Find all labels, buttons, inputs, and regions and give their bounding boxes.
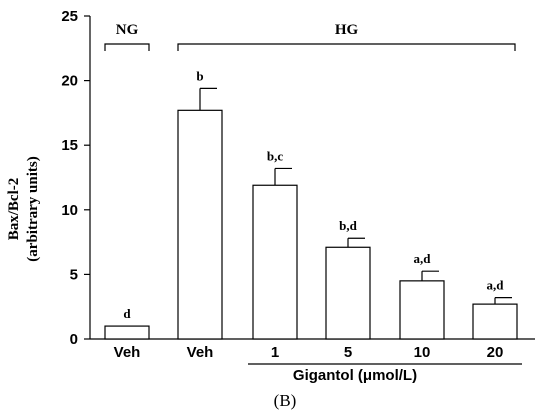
bar-annotation: b,d — [339, 218, 357, 233]
bar-annotation: a,d — [414, 251, 432, 266]
x-tick-label: Veh — [187, 344, 214, 361]
bar — [472, 303, 518, 340]
x-tick-label: Veh — [114, 344, 141, 361]
group-bracket — [104, 43, 150, 51]
group-bracket — [177, 43, 516, 51]
x-tick-label: 1 — [271, 344, 279, 361]
bar — [104, 325, 150, 340]
bar-annotation: a,d — [487, 278, 505, 293]
y-axis-title-line2: (arbitrary units) — [25, 156, 41, 261]
bar — [325, 246, 371, 340]
labels: 0 5 10 15 20 25 d Veh b Veh b,c 1 b,d 5 a,d 10 a,d 20 NG HG — [61, 8, 504, 361]
y-tick-label: 25 — [61, 8, 78, 25]
x-tick-label: 10 — [414, 344, 431, 361]
bar-annotation: b — [196, 68, 203, 83]
x-tick-label: 5 — [344, 344, 352, 361]
group-label: NG — [116, 22, 139, 38]
panel-label: (B) — [274, 391, 297, 410]
y-tick-label: 0 — [70, 331, 78, 348]
y-tick-label: 5 — [70, 266, 78, 283]
axes — [84, 15, 535, 365]
group-label: HG — [335, 22, 359, 38]
y-tick-label: 15 — [61, 137, 78, 154]
bar — [252, 184, 298, 340]
y-tick-label: 20 — [61, 73, 78, 90]
y-tick-label: 10 — [61, 202, 78, 219]
bar-annotation: d — [123, 306, 131, 321]
bar-annotation: b,c — [267, 148, 283, 163]
bar — [399, 280, 445, 340]
bar — [177, 109, 223, 340]
x-axis-title: Gigantol (μmol/L) — [293, 367, 417, 384]
x-tick-label: 20 — [487, 344, 504, 361]
y-axis-title-line1: Bax/Bcl-2 — [6, 178, 22, 241]
bars — [104, 87, 518, 340]
